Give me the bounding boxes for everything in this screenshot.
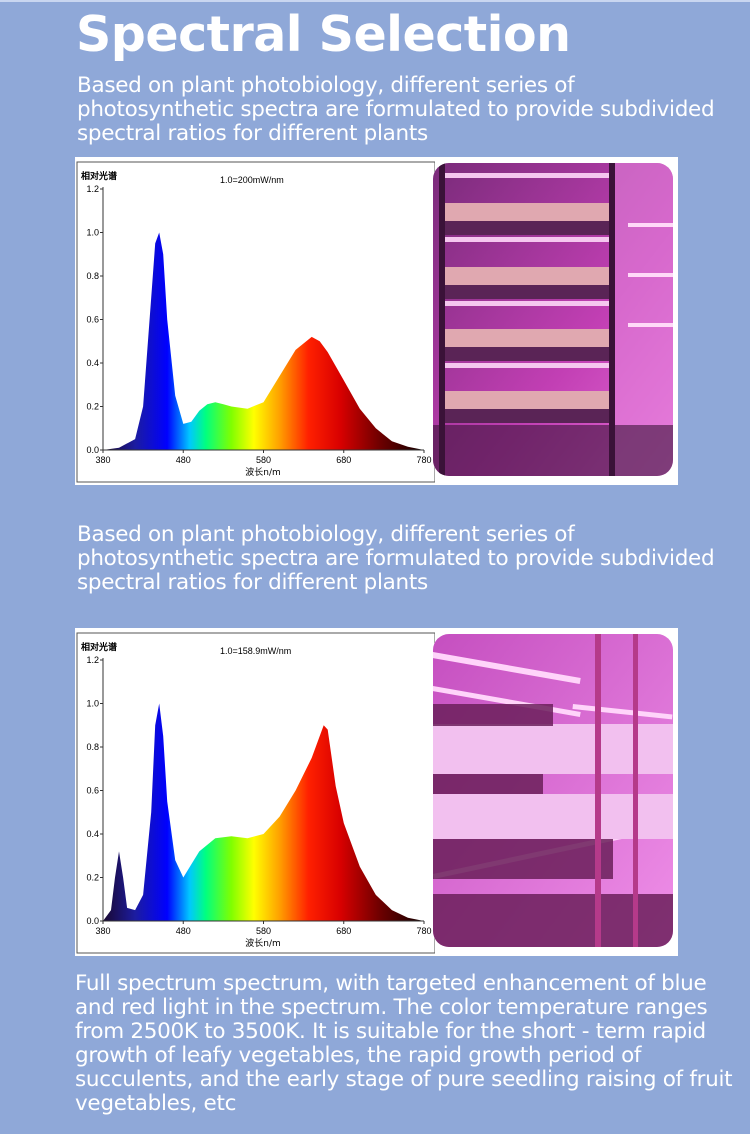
x-tick-label: 680	[336, 455, 351, 465]
y-tick-label: 0.2	[86, 402, 99, 412]
x-axis-label: 波长n/m	[245, 466, 281, 478]
x-tick-label: 380	[95, 455, 110, 465]
spectrum-panel-2: 0.0 0.2 0.4 0.6 0.8 1.0 1.2 380 480 580 680 780 相对光谱…	[75, 628, 678, 956]
spectrum-area	[103, 232, 424, 450]
x-tick-label: 580	[256, 926, 271, 936]
spectrum-panel-1: 0.0 0.2 0.4 0.6 0.8 1.0 1.2 380 480 580 680 780 相对光谱…	[75, 157, 678, 485]
grow-wall-image	[433, 634, 673, 947]
chart-annotation: 1.0=200mW/nm	[220, 175, 284, 185]
y-tick-label: 0.6	[86, 786, 99, 796]
x-axis-label: 波长n/m	[245, 937, 281, 949]
x-tick-label: 380	[95, 926, 110, 936]
grow-room-photo-2	[433, 634, 673, 947]
y-tick-label: 0.8	[86, 742, 99, 752]
top-border	[0, 0, 750, 2]
grow-rack-image	[433, 163, 673, 476]
chart-annotation: 1.0=158.9mW/nm	[220, 646, 291, 656]
page-title: Spectral Selection	[76, 6, 571, 63]
y-axis-label: 相对光谱	[81, 641, 117, 653]
y-tick-label: 0.4	[86, 358, 99, 368]
y-tick-label: 1.0	[86, 699, 99, 709]
spectrum-chart-1: 0.0 0.2 0.4 0.6 0.8 1.0 1.2 380 480 580 680 780 相对光谱…	[76, 161, 435, 483]
spectrum-description: Full spectrum spectrum, with targeted en…	[75, 971, 733, 1116]
intro-text-1: Based on plant photobiology, different s…	[77, 73, 715, 146]
x-tick-label: 780	[416, 926, 431, 936]
x-tick-label: 780	[416, 455, 431, 465]
y-tick-label: 1.2	[86, 655, 99, 665]
y-axis-label: 相对光谱	[81, 170, 117, 182]
y-tick-label: 0.4	[86, 829, 99, 839]
y-tick-label: 0.2	[86, 873, 99, 883]
x-tick-label: 580	[256, 455, 271, 465]
x-tick-label: 480	[176, 455, 191, 465]
spectrum-area	[103, 703, 424, 921]
y-tick-label: 0.0	[86, 916, 99, 926]
grow-room-photo-1	[433, 163, 673, 476]
intro-text-2: Based on plant photobiology, different s…	[77, 522, 715, 595]
y-tick-label: 1.0	[86, 228, 99, 238]
x-tick-label: 480	[176, 926, 191, 936]
x-tick-label: 680	[336, 926, 351, 936]
spectrum-chart-2: 0.0 0.2 0.4 0.6 0.8 1.0 1.2 380 480 580 680 780 相对光谱…	[76, 632, 435, 954]
y-tick-label: 1.2	[86, 184, 99, 194]
y-tick-label: 0.0	[86, 445, 99, 455]
chart-frame	[76, 632, 435, 954]
chart-frame	[76, 161, 435, 483]
y-tick-label: 0.8	[86, 271, 99, 281]
y-tick-label: 0.6	[86, 315, 99, 325]
